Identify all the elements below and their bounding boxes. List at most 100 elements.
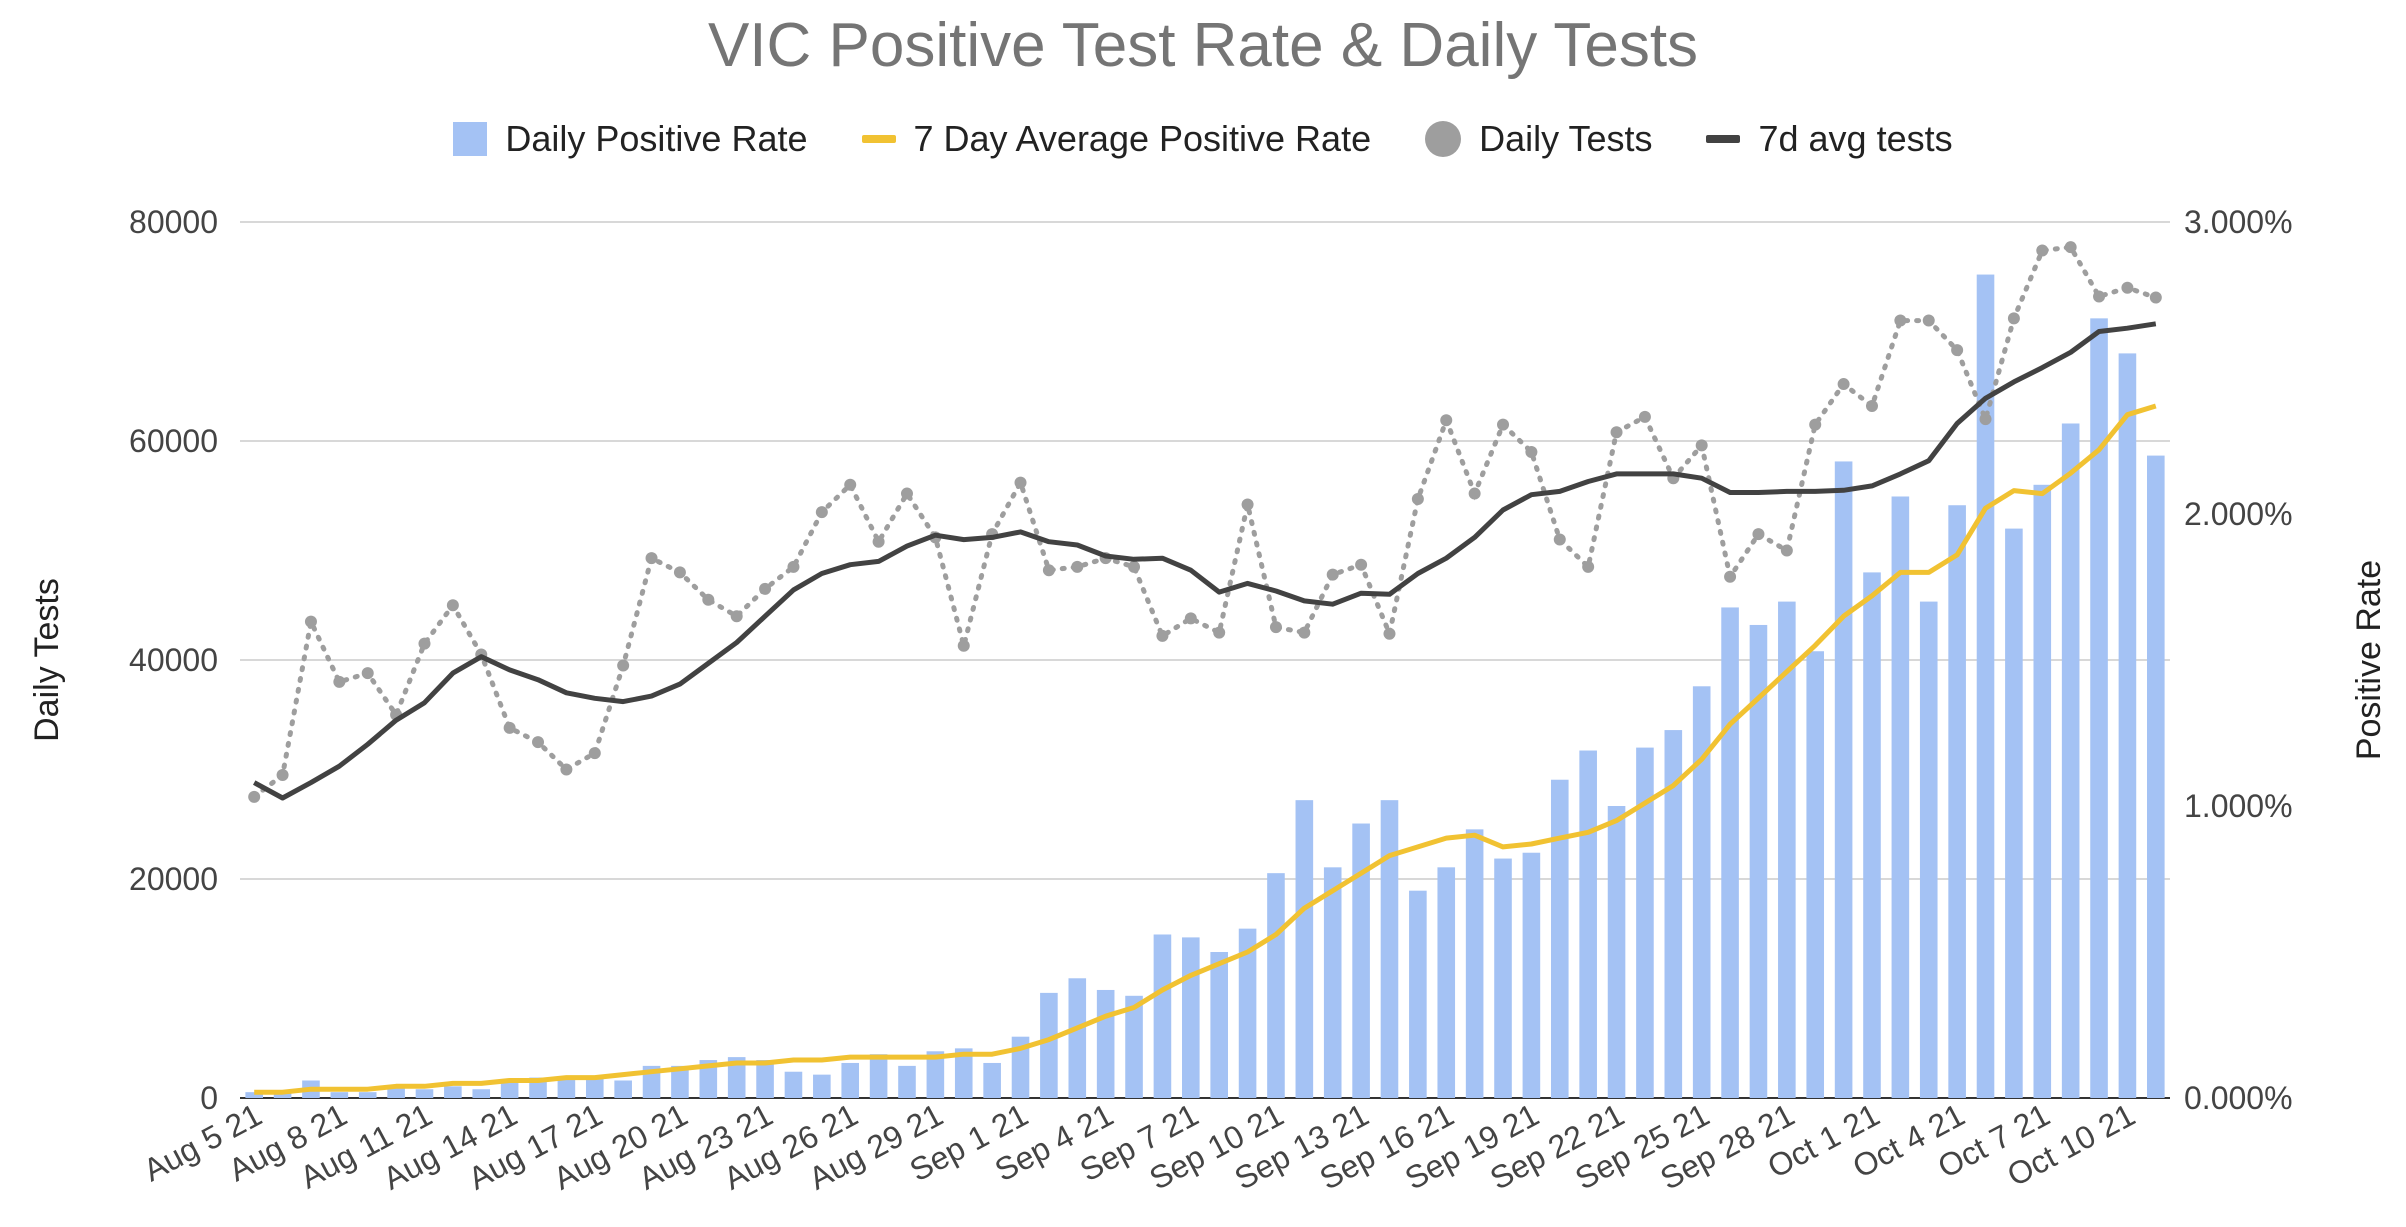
daily-tests-point bbox=[1809, 418, 1822, 431]
daily-tests-point bbox=[1724, 570, 1737, 583]
bar bbox=[1550, 779, 1569, 1098]
legend-item-daily-tests[interactable]: Daily Tests bbox=[1425, 118, 1652, 160]
legend-swatch-yellow-line bbox=[861, 135, 896, 143]
legend-swatch-bar bbox=[453, 122, 488, 156]
bar bbox=[1295, 800, 1314, 1098]
7d-avg-tests-line bbox=[253, 321, 2157, 801]
bar bbox=[245, 1092, 263, 1098]
daily-tests-point bbox=[759, 582, 772, 595]
daily-tests-point bbox=[702, 593, 715, 606]
daily-tests-point bbox=[1156, 629, 1169, 642]
bar bbox=[500, 1080, 519, 1098]
daily-tests-point bbox=[2036, 244, 2049, 257]
daily-tests-point bbox=[872, 535, 885, 548]
daily-tests-point bbox=[276, 768, 289, 781]
y-right-tick-label: 2.000% bbox=[2184, 496, 2293, 532]
legend-swatch-dark-line bbox=[1706, 135, 1741, 143]
chart-title: VIC Positive Test Rate & Daily Tests bbox=[707, 11, 1699, 80]
bar bbox=[2005, 528, 2023, 1098]
bar bbox=[1352, 823, 1370, 1098]
bar bbox=[2118, 353, 2137, 1098]
y-right-tick-label: 3.000% bbox=[2184, 204, 2293, 240]
bar bbox=[1749, 624, 1768, 1098]
bar bbox=[273, 1092, 292, 1098]
daily-tests-point bbox=[815, 506, 828, 519]
daily-tests-point bbox=[560, 763, 573, 776]
daily-tests-point bbox=[1269, 621, 1282, 634]
bar bbox=[727, 1057, 746, 1098]
bar bbox=[1579, 750, 1597, 1098]
bar bbox=[1465, 829, 1484, 1098]
legend-item-daily-positive-rate[interactable]: Daily Positive Rate bbox=[453, 118, 808, 160]
daily-tests-point bbox=[844, 478, 857, 491]
daily-tests-point bbox=[645, 552, 658, 565]
daily-tests-point bbox=[532, 736, 545, 749]
daily-tests-point bbox=[1440, 414, 1453, 427]
bar bbox=[1153, 934, 1172, 1098]
bar bbox=[1948, 505, 1966, 1098]
daily-tests-point bbox=[304, 615, 317, 628]
bar bbox=[1494, 858, 1512, 1098]
daily-tests-point bbox=[1071, 560, 1084, 573]
daily-tests-point bbox=[2149, 291, 2162, 304]
bar bbox=[1607, 806, 1626, 1098]
bar bbox=[1068, 978, 1087, 1098]
bar bbox=[2090, 318, 2108, 1098]
bar bbox=[1409, 890, 1427, 1098]
daily-tests-point bbox=[588, 747, 601, 760]
daily-tests-point bbox=[1014, 476, 1027, 489]
daily-tests-point bbox=[1468, 487, 1481, 500]
bar bbox=[699, 1060, 718, 1098]
daily-tests-point bbox=[446, 599, 459, 612]
bar bbox=[1267, 873, 1285, 1098]
y-right-tick-label: 0.000% bbox=[2184, 1080, 2293, 1116]
legend-item-7day-avg-positive-rate[interactable]: 7 Day Average Positive Rate bbox=[861, 118, 1371, 160]
daily-tests-point bbox=[1042, 564, 1055, 577]
daily-tests-point bbox=[1894, 314, 1907, 327]
daily-tests-point bbox=[1837, 378, 1850, 391]
bar bbox=[1778, 601, 1796, 1098]
y-left-axis-title: Daily Tests bbox=[28, 578, 66, 742]
daily-tests-point bbox=[673, 566, 686, 579]
daily-tests-point bbox=[1695, 439, 1708, 452]
daily-tests-point bbox=[361, 667, 374, 680]
daily-tests-point bbox=[2121, 281, 2134, 294]
bar bbox=[1125, 995, 1143, 1098]
daily-tests-point bbox=[2007, 312, 2020, 325]
y-right-tick-label: 1.000% bbox=[2184, 788, 2293, 824]
bar bbox=[444, 1086, 462, 1098]
daily-tests-point bbox=[1582, 560, 1595, 573]
daily-tests-point bbox=[1213, 626, 1226, 639]
bar bbox=[1863, 572, 1881, 1098]
bar bbox=[1011, 1036, 1030, 1098]
daily-tests-point bbox=[1241, 498, 1254, 511]
daily-tests-point bbox=[900, 487, 913, 500]
bar bbox=[1721, 607, 1739, 1098]
daily-tests-point bbox=[1610, 426, 1623, 439]
y-right-axis-title: Positive Rate bbox=[2350, 560, 2388, 760]
bar bbox=[614, 1080, 632, 1098]
daily-tests-point bbox=[2093, 290, 2106, 303]
bar bbox=[2061, 423, 2080, 1099]
bar bbox=[1692, 686, 1711, 1098]
daily-tests-point bbox=[730, 610, 743, 623]
bar bbox=[557, 1077, 576, 1098]
legend-item-7d-avg-tests[interactable]: 7d avg tests bbox=[1706, 118, 1953, 160]
daily-tests-point bbox=[2064, 241, 2077, 254]
daily-tests-point bbox=[1497, 418, 1510, 431]
legend: Daily Positive Rate 7 Day Average Positi… bbox=[0, 118, 2406, 160]
daily-tests-point bbox=[1298, 626, 1311, 639]
bar bbox=[983, 1062, 1001, 1098]
bar bbox=[954, 1048, 973, 1098]
bar bbox=[1437, 867, 1456, 1098]
bar bbox=[1806, 651, 1825, 1098]
bar bbox=[1976, 274, 1995, 1098]
daily-tests-point bbox=[1979, 413, 1992, 426]
daily-tests-point bbox=[248, 790, 261, 803]
legend-label: Daily Positive Rate bbox=[505, 118, 808, 159]
bar bbox=[1891, 496, 1910, 1099]
daily-tests-point bbox=[333, 675, 346, 688]
daily-tests-point bbox=[1553, 533, 1566, 546]
legend-label: Daily Tests bbox=[1479, 118, 1653, 159]
bar bbox=[1664, 730, 1683, 1098]
